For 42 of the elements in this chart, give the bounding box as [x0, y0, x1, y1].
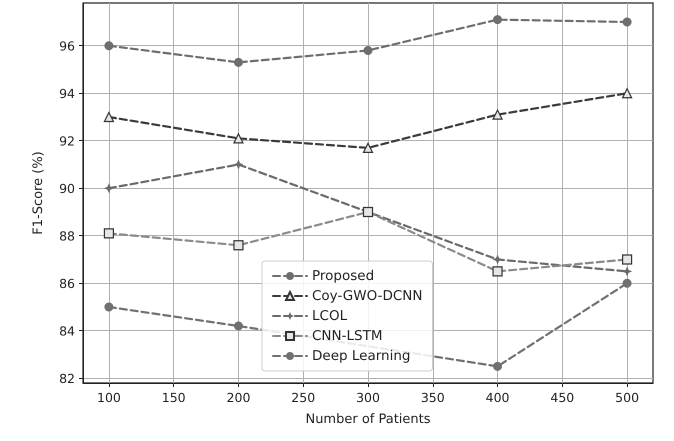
y-tick-label: 94 [59, 86, 76, 101]
x-tick-label: 450 [550, 390, 574, 405]
x-tick-label: 100 [96, 390, 121, 405]
point [622, 266, 632, 276]
legend-label: Proposed [312, 268, 374, 284]
point [493, 362, 502, 371]
point [362, 142, 374, 153]
point [492, 110, 503, 120]
point [492, 254, 503, 264]
y-tick-label: 88 [59, 228, 76, 244]
point [233, 133, 244, 144]
point [104, 183, 114, 194]
point [622, 88, 632, 98]
point [234, 58, 243, 67]
x-tick-label: 350 [420, 390, 445, 405]
x-tick-label: 500 [615, 390, 640, 405]
x-tick-label: 150 [162, 390, 186, 405]
y-tick-label: 84 [59, 323, 76, 338]
legend-label: Deep Learning [312, 348, 410, 364]
x-tick-label: 250 [291, 390, 316, 405]
point [622, 18, 632, 26]
y-tick-label: 92 [59, 133, 75, 148]
point [493, 15, 502, 24]
x-axis-title: Number of Patients [305, 412, 431, 427]
point [234, 322, 243, 330]
y-tick-label: 86 [59, 276, 76, 291]
point [622, 278, 632, 288]
legend-label: CNN-LSTM [312, 328, 382, 344]
legend-label: LCOL [312, 308, 348, 324]
y-tick-label: 96 [59, 38, 76, 54]
y-tick-label: 90 [59, 180, 76, 196]
x-tick-label: 200 [226, 390, 250, 405]
point [104, 302, 114, 312]
legend-label: Coy-GWO-DCNN [312, 288, 423, 304]
point [104, 41, 114, 50]
point [364, 46, 372, 55]
x-tick-label: 300 [356, 390, 380, 405]
point [104, 112, 114, 122]
y-axis-title: F1-Score (%) [31, 151, 46, 235]
point [233, 160, 244, 170]
y-tick-label: 82 [59, 370, 75, 386]
x-tick-label: 400 [486, 390, 510, 405]
